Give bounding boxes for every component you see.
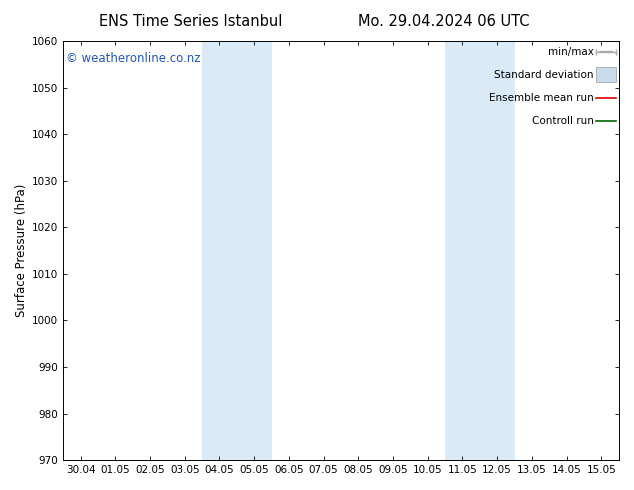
Text: Ensemble mean run: Ensemble mean run [489, 93, 593, 102]
Text: © weatheronline.co.nz: © weatheronline.co.nz [66, 51, 200, 65]
Bar [202, 41, 271, 460]
Text: min/max: min/max [548, 47, 593, 56]
Text: Controll run: Controll run [532, 116, 593, 125]
Y-axis label: Surface Pressure (hPa): Surface Pressure (hPa) [15, 184, 28, 318]
Bar [597, 67, 616, 82]
Text: ENS Time Series Istanbul: ENS Time Series Istanbul [98, 14, 282, 29]
Bar [445, 41, 515, 460]
Text: Mo. 29.04.2024 06 UTC: Mo. 29.04.2024 06 UTC [358, 14, 529, 29]
Text: Standard deviation: Standard deviation [494, 70, 593, 79]
